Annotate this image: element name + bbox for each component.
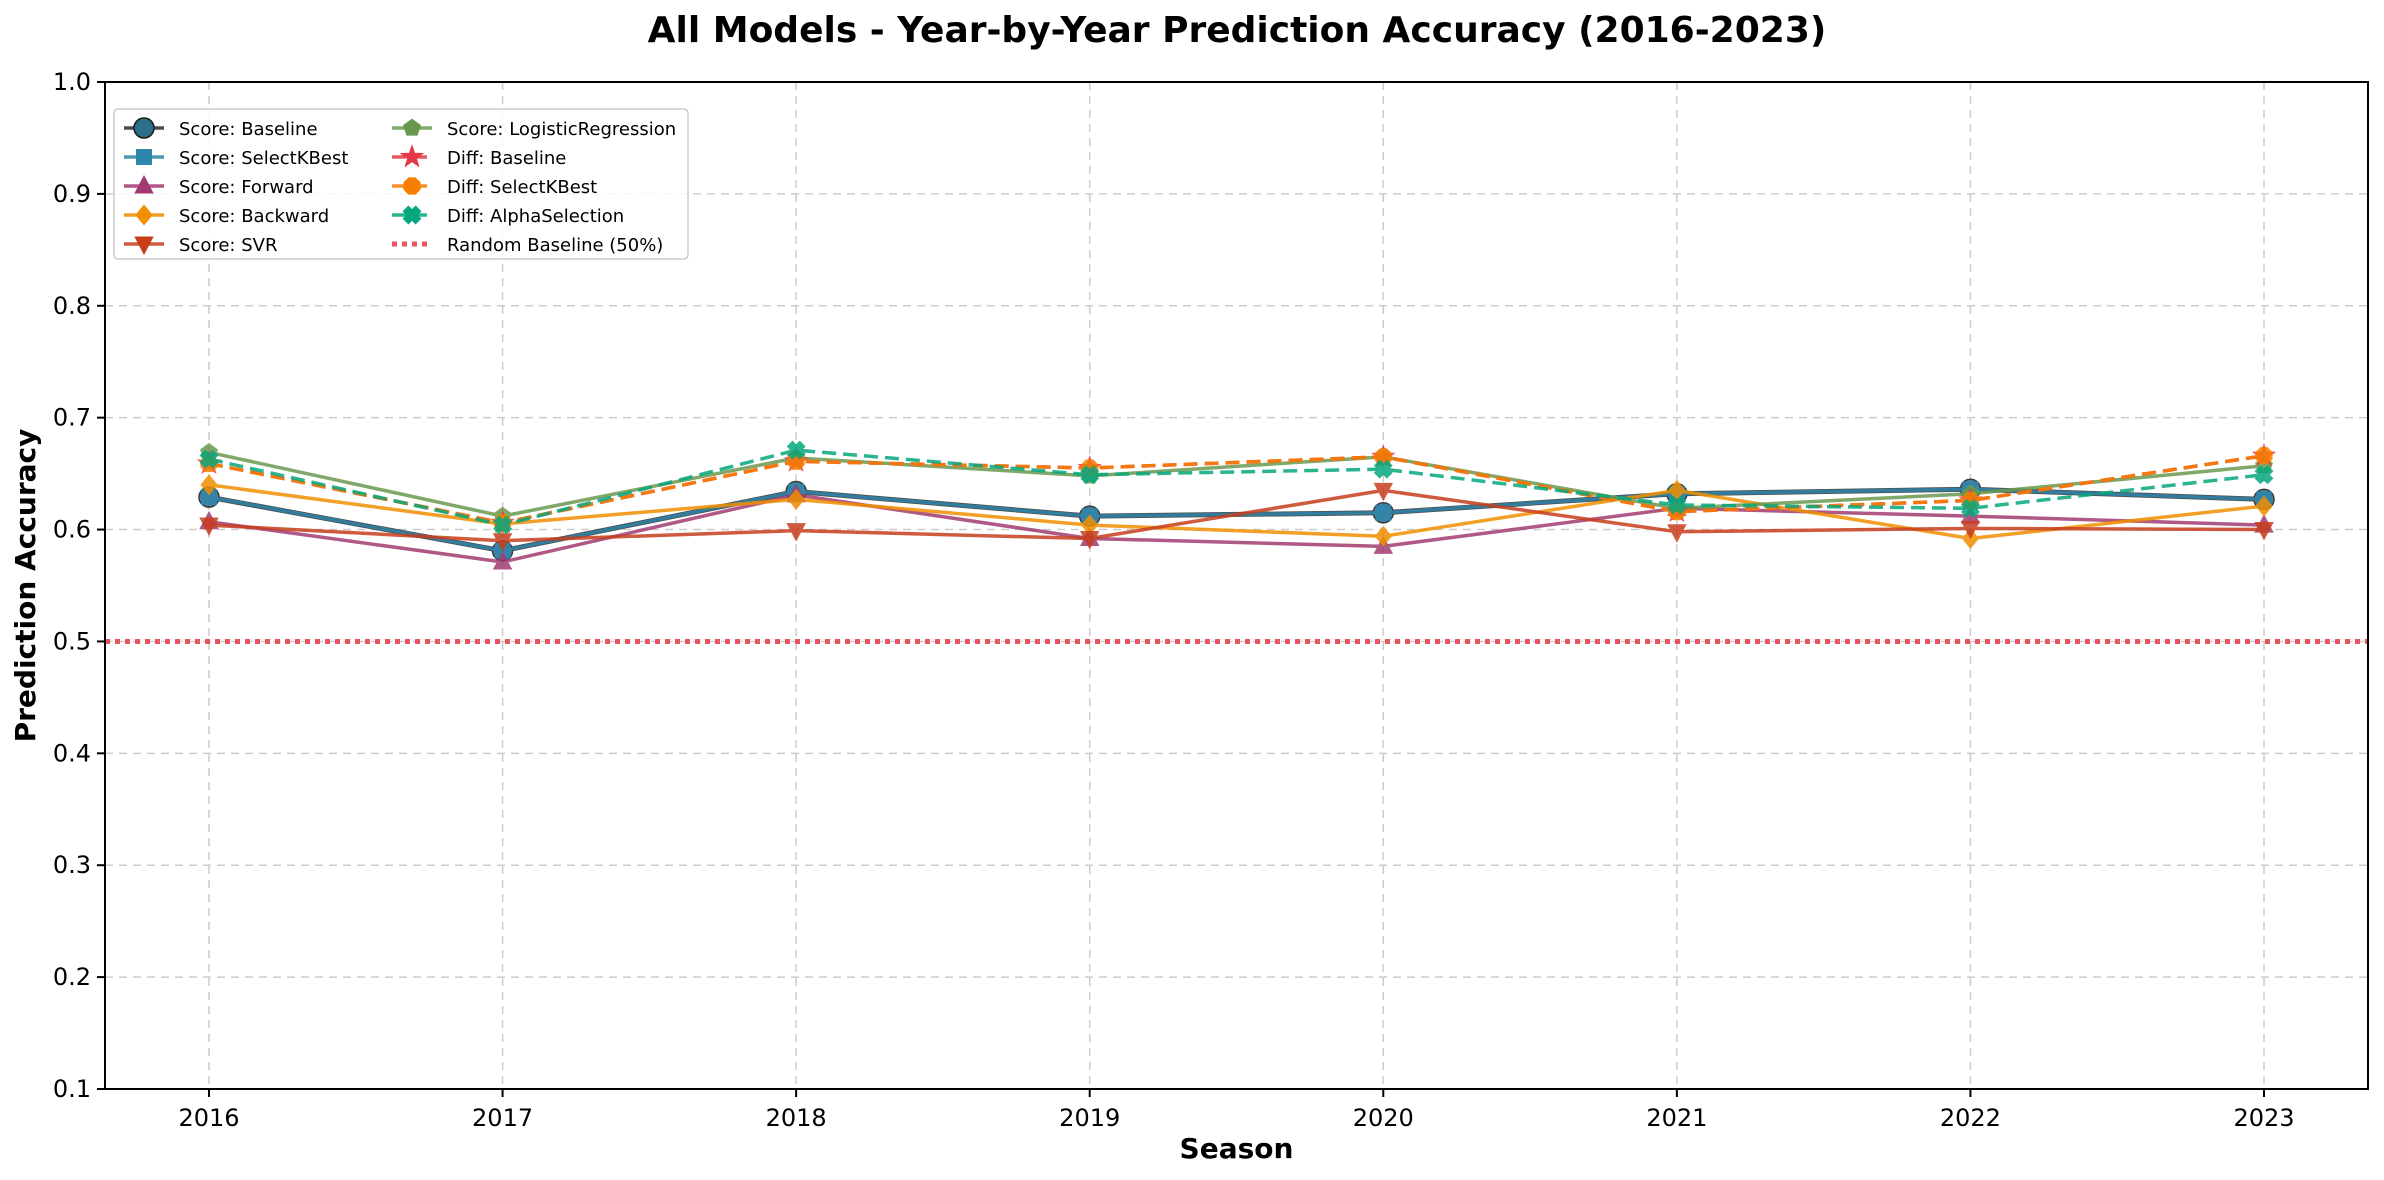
data-point-marker: [1667, 524, 1687, 543]
legend-swatch-marker: [134, 175, 154, 194]
data-point-marker: [1960, 498, 1980, 518]
y-tick-label: 0.9: [53, 180, 91, 208]
data-point-marker: [1373, 482, 1394, 502]
x-tick-label: 2021: [1646, 1104, 1707, 1132]
y-tick-label: 0.2: [53, 963, 91, 991]
series-5: [200, 442, 2273, 524]
legend-item: Score: Baseline: [124, 117, 318, 140]
y-axis-title: Prediction Accuracy: [9, 429, 42, 743]
legend-swatch-marker: [133, 117, 155, 139]
data-point-marker: [2255, 447, 2273, 465]
legend-box: [113, 108, 689, 260]
series-8: [199, 440, 2274, 535]
y-tick-label: 0.8: [53, 292, 91, 320]
data-point-marker: [199, 449, 219, 469]
legend-label: Score: Backward: [179, 206, 329, 227]
legend-label: Score: LogisticRegression: [447, 119, 676, 140]
data-point-marker: [1375, 504, 1392, 521]
y-tick-label: 0.1: [53, 1075, 91, 1103]
y-tick-label: 0.6: [53, 516, 91, 544]
series-line: [208, 448, 2265, 527]
x-axis-title: Season: [1180, 1132, 1294, 1165]
x-tick-label: 2019: [1059, 1104, 1120, 1132]
legend-swatch-marker: [403, 177, 421, 195]
legend-item: Score: SVR: [124, 235, 277, 256]
legend-swatch-marker: [136, 149, 152, 165]
legend-label: Diff: AlphaSelection: [447, 206, 624, 227]
x-tick-label: 2020: [1353, 1104, 1414, 1132]
y-tick-label: 0.5: [53, 627, 91, 655]
legend-item: Random Baseline (50%): [392, 235, 663, 256]
series-line: [208, 493, 2265, 564]
series-4: [199, 482, 2274, 552]
legend-item: Diff: Baseline: [392, 144, 566, 169]
y-tick-label: 0.7: [53, 404, 91, 432]
data-point-marker: [1373, 459, 1393, 479]
legend-label: Score: Forward: [179, 177, 314, 198]
data-point-marker: [492, 533, 513, 552]
legend-label: Diff: Baseline: [447, 148, 566, 169]
legend-item: Diff: SelectKBest: [392, 177, 597, 198]
data-point-marker: [492, 551, 513, 570]
series-line: [208, 488, 2265, 543]
series-line: [208, 450, 2265, 518]
x-tick-label: 2018: [766, 1104, 827, 1132]
x-tick-label: 2017: [472, 1104, 533, 1132]
data-point-marker: [200, 474, 218, 496]
legend-swatch-marker: [134, 236, 154, 255]
legend-label: Score: SelectKBest: [179, 148, 348, 169]
legend-item: Diff: AlphaSelection: [392, 205, 624, 227]
legend-swatch-marker: [135, 204, 153, 226]
legend-swatch-marker: [402, 205, 422, 225]
series-line: [208, 453, 2265, 525]
legend-label: Diff: SelectKBest: [447, 177, 597, 198]
data-point-marker: [2254, 465, 2274, 485]
legend-item: Score: LogisticRegression: [392, 118, 676, 140]
data-point-marker: [1080, 465, 1100, 485]
legend-swatch-marker: [403, 118, 421, 136]
x-tick-label: 2023: [2233, 1104, 2294, 1132]
legend-label: Score: SVR: [179, 235, 277, 256]
data-point-marker: [2254, 522, 2274, 541]
legend-label: Score: Baseline: [179, 119, 318, 140]
data-point-marker: [787, 488, 805, 510]
data-point-marker: [2255, 495, 2273, 517]
x-tick-label: 2016: [178, 1104, 239, 1132]
data-point-marker: [1374, 525, 1392, 547]
y-tick-label: 0.4: [53, 739, 91, 767]
legend-item: Score: Forward: [124, 175, 314, 198]
data-point-marker: [786, 440, 806, 460]
data-point-marker: [493, 515, 513, 535]
data-point-marker: [199, 517, 219, 537]
legend-item: Score: SelectKBest: [124, 148, 348, 169]
y-tick-label: 0.3: [53, 851, 91, 879]
legend: Score: Baseline Score: SelectKBest Score: …: [113, 108, 689, 260]
chart-title: All Models - Year-by-Year Prediction Acc…: [648, 10, 1827, 51]
plot-area-frame: [104, 81, 2369, 1090]
x-tick-label: 2022: [1940, 1104, 2001, 1132]
legend-item: Score: Backward: [124, 204, 329, 227]
legend-swatch-marker: [399, 144, 425, 168]
data-point-marker: [1960, 520, 1981, 540]
legend-label: Random Baseline (50%): [447, 235, 663, 256]
data-point-marker: [1079, 530, 1100, 550]
y-tick-label: 1.0: [53, 68, 91, 96]
data-point-marker: [786, 523, 806, 542]
data-point-marker: [1667, 495, 1687, 515]
